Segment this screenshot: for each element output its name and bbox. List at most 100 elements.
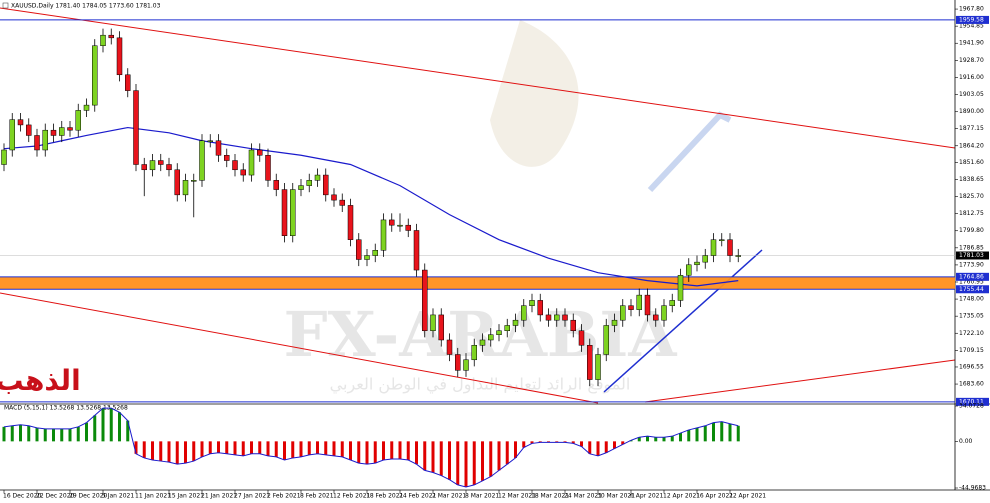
- macd-bar: [27, 425, 31, 442]
- candle-body: [1, 149, 7, 165]
- candle-body: [323, 174, 329, 196]
- macd-bar: [241, 441, 245, 456]
- x-tick-label: 16 Apr 2021: [696, 493, 733, 500]
- macd-bar: [142, 441, 146, 458]
- macd-bar: [266, 441, 270, 456]
- y-tick-label: 1928.70: [959, 57, 984, 64]
- candle-body: [59, 127, 65, 136]
- candle-body: [686, 264, 692, 276]
- channel-line: [0, 7, 956, 149]
- macd-bar: [274, 441, 278, 457]
- candle-body: [75, 110, 81, 131]
- candle-body: [710, 239, 717, 256]
- macd-bar: [679, 433, 682, 442]
- candle-body: [224, 155, 230, 161]
- current-price-box: [956, 251, 989, 260]
- y-tick-label: 1954.85: [959, 23, 984, 30]
- candle-body: [463, 359, 469, 371]
- macd-bar: [357, 441, 361, 464]
- candle-body: [314, 174, 321, 181]
- macd-bar: [324, 441, 328, 455]
- macd-bar: [514, 441, 517, 458]
- y-tick-label: 1877.15: [959, 125, 984, 132]
- symbol-icon: [2, 2, 9, 9]
- x-tick-label: 6 Apr 2021: [630, 493, 663, 500]
- y-tick-label: 1825.70: [959, 193, 984, 200]
- candle-body: [380, 219, 387, 251]
- x-tick-label: 8 Mar 2021: [465, 493, 499, 500]
- macd-bar: [373, 441, 377, 464]
- level-label-box: [956, 272, 989, 281]
- candle-body: [735, 255, 741, 257]
- candle-body: [17, 119, 24, 126]
- candle-body: [149, 160, 156, 171]
- macd-bar: [151, 441, 154, 461]
- macd-bar: [307, 441, 311, 455]
- level-label-box: [956, 285, 989, 294]
- candle-body: [389, 219, 395, 226]
- macd-bar: [464, 441, 468, 487]
- candle-body: [504, 325, 510, 332]
- y-tick-label: 1967.80: [959, 6, 984, 13]
- candle-body: [215, 140, 222, 156]
- candle-body: [430, 314, 436, 331]
- candle-body: [438, 314, 444, 341]
- x-tick-label: 15 Jan 2021: [168, 493, 204, 500]
- x-tick-label: 21 Jan 2021: [201, 493, 237, 500]
- y-tick-label: 1760.95: [959, 278, 984, 285]
- macd-bar: [571, 441, 575, 444]
- macd-bar: [332, 441, 336, 456]
- x-tick-label: 18 Feb 2021: [366, 493, 404, 500]
- macd-bar: [448, 441, 451, 480]
- y-tick-label: 1838.65: [959, 176, 984, 183]
- candle-body: [67, 127, 73, 131]
- x-tick-label: 16 Dec 2020: [3, 493, 42, 500]
- macd-bar: [390, 441, 394, 459]
- candle-body: [133, 90, 139, 165]
- y-tick-label: 1748.00: [959, 296, 984, 303]
- macd-bar: [93, 415, 97, 442]
- macd-bar: [175, 441, 179, 465]
- macd-bar: [695, 427, 699, 442]
- candle-body: [257, 149, 263, 156]
- macd-bar: [621, 441, 625, 445]
- watermark-group: FX-ARABIA الموقع الرائد لتعليم التداول ف…: [0, 20, 732, 397]
- current-price-label: 1781.03: [959, 252, 984, 259]
- candle-body: [496, 330, 502, 335]
- watermark-arrow: [647, 111, 732, 193]
- candle-body: [702, 255, 708, 263]
- candle-body: [570, 319, 576, 332]
- macd-bar: [654, 437, 658, 442]
- x-tick-label: 30 Mar 2021: [597, 493, 635, 500]
- candle-body: [455, 354, 461, 371]
- macd-bar: [423, 441, 427, 471]
- macd-bar: [613, 441, 616, 449]
- candle-body: [42, 129, 48, 151]
- macd-bar: [208, 441, 212, 454]
- macd-bar: [662, 437, 666, 442]
- x-tick-label: 24 Mar 2021: [564, 493, 602, 500]
- macd-bar: [596, 441, 600, 456]
- macd-title: MACD (5,15,1) 13.5268 13.5268 13.5268: [4, 405, 128, 412]
- candle-body: [727, 239, 733, 256]
- candle-body: [182, 180, 189, 196]
- candle-body: [232, 160, 238, 171]
- macd-bar: [687, 429, 691, 442]
- candle-body: [9, 119, 15, 151]
- watermark: FX-ARABIA: [284, 298, 678, 371]
- level-label: 1959.58: [959, 16, 984, 23]
- candle-body: [719, 239, 725, 241]
- macd-bar: [580, 441, 583, 447]
- macd-bar: [85, 422, 88, 442]
- macd-bar: [637, 437, 641, 442]
- macd-bar: [456, 441, 460, 485]
- y-tick-label: 1812.75: [959, 210, 984, 217]
- candle-body: [578, 330, 585, 346]
- macd-bar: [159, 441, 163, 462]
- x-tick-label: 22 Apr 2021: [729, 493, 766, 500]
- level-label: 1670.11: [959, 398, 984, 405]
- candle-body: [653, 314, 659, 321]
- candle-body: [446, 339, 453, 355]
- macd-bar: [19, 424, 22, 442]
